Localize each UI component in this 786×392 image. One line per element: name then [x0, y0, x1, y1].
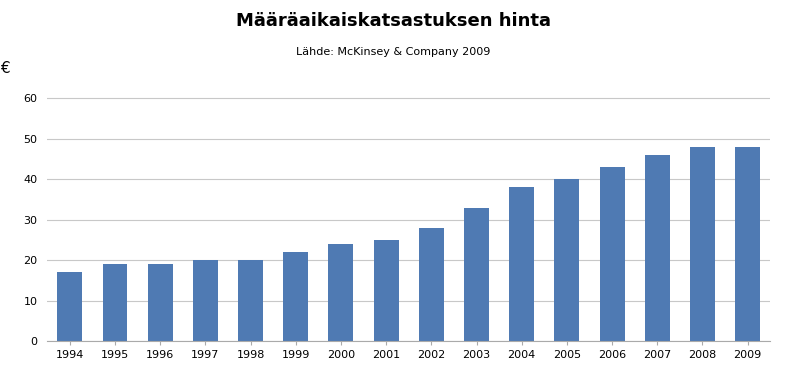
- Bar: [148, 264, 173, 341]
- Text: Määräaikaiskatsastuksen hinta: Määräaikaiskatsastuksen hinta: [236, 12, 550, 30]
- Bar: [464, 208, 489, 341]
- Bar: [735, 147, 760, 341]
- Bar: [283, 252, 308, 341]
- Bar: [57, 272, 83, 341]
- Bar: [690, 147, 715, 341]
- Bar: [193, 260, 218, 341]
- Bar: [329, 244, 354, 341]
- Bar: [509, 187, 534, 341]
- Bar: [554, 179, 579, 341]
- Bar: [238, 260, 263, 341]
- Text: €: €: [0, 61, 9, 76]
- Bar: [645, 155, 670, 341]
- Bar: [419, 228, 444, 341]
- Bar: [600, 167, 625, 341]
- Text: Lähde: McKinsey & Company 2009: Lähde: McKinsey & Company 2009: [296, 47, 490, 57]
- Bar: [102, 264, 127, 341]
- Bar: [373, 240, 399, 341]
